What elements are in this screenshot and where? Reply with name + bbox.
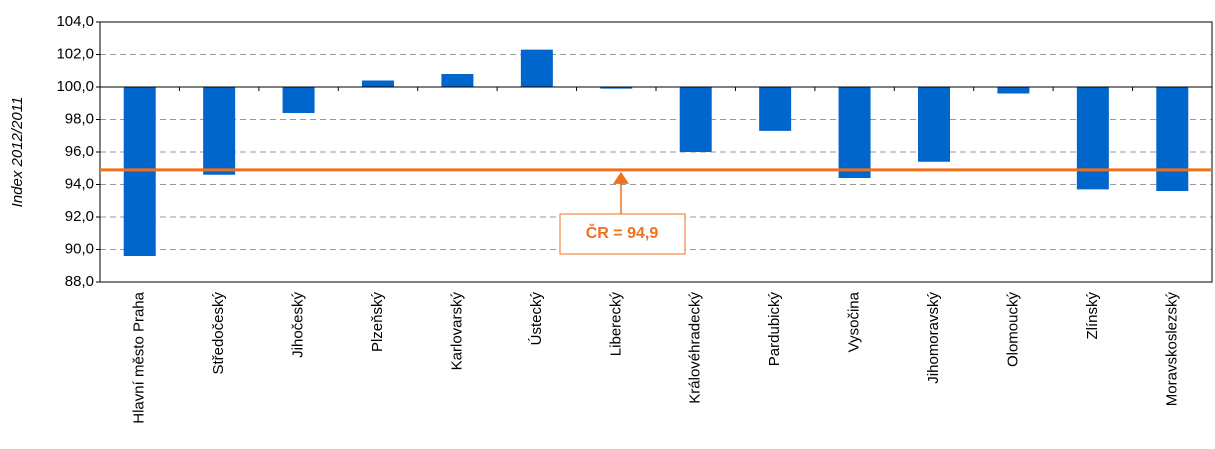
x-tick-label: Karlovarský: [448, 292, 465, 371]
y-tick-label: 102,0: [56, 45, 94, 62]
y-axis-label: Index 2012/2011: [9, 97, 26, 208]
bar: [123, 87, 156, 256]
y-tick-label: 92,0: [65, 208, 94, 225]
bar: [441, 74, 474, 87]
bar: [679, 87, 712, 152]
x-tick-label: Královéhradecký: [687, 292, 704, 404]
bar: [1156, 87, 1189, 191]
x-tick-label: Plzeňský: [369, 292, 386, 353]
bar: [997, 87, 1030, 94]
bar: [203, 87, 236, 175]
annotation-box: [559, 213, 686, 255]
bar: [520, 49, 553, 87]
x-tick-label: Moravskoslezský: [1163, 292, 1180, 407]
x-tick-label: Hlavní město Praha: [131, 291, 148, 423]
x-tick-label: Jihočeský: [290, 292, 307, 358]
x-tick-label: Ústecký: [528, 292, 545, 346]
y-tick-label: 94,0: [65, 175, 94, 192]
bar: [838, 87, 871, 178]
y-tick-label: 98,0: [65, 110, 94, 127]
bar: [282, 87, 315, 113]
annotation-arrowhead: [613, 171, 629, 184]
y-tick-label: 96,0: [65, 143, 94, 160]
bar: [362, 80, 394, 87]
annotation-label: ČR = 94,9: [586, 223, 659, 242]
bar: [600, 87, 633, 89]
y-tick-label: 88,0: [65, 273, 94, 290]
x-tick-label: Zlínský: [1084, 292, 1101, 340]
x-tick-label: Středočeský: [210, 292, 227, 375]
x-tick-label: Olomoucký: [1004, 292, 1021, 368]
y-tick-label: 104,0: [56, 13, 94, 30]
bar: [1076, 87, 1109, 190]
y-tick-label: 100,0: [56, 78, 94, 95]
x-tick-label: Liberecký: [607, 292, 624, 357]
bar: [918, 87, 950, 162]
plot-frame: [99, 21, 1213, 283]
y-tick-label: 90,0: [65, 240, 94, 257]
x-tick-label: Pardubický: [766, 292, 783, 367]
bar: [759, 87, 792, 131]
x-tick-label: Jihomoravský: [925, 292, 942, 384]
x-tick-label: Vysočina: [846, 291, 863, 352]
